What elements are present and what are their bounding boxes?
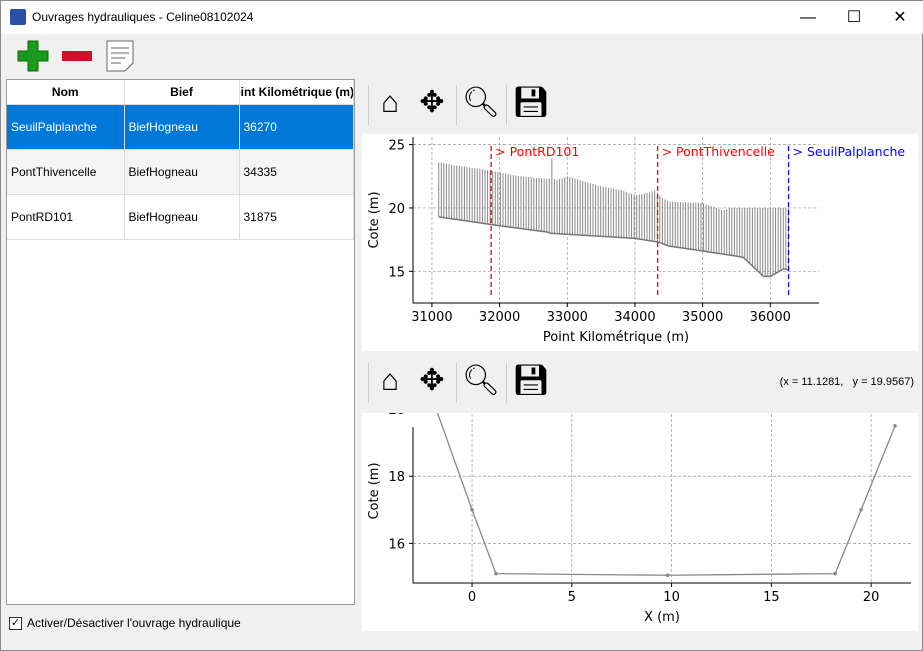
title-bar: Ouvrages hydrauliques - Celine08102024 —…	[1, 1, 923, 34]
cell-pk[interactable]: 36270	[239, 104, 354, 150]
y-tick-label: 20	[388, 413, 405, 418]
x-tick-label: 34000	[614, 310, 655, 325]
checkbox-check-icon[interactable]: ✓	[9, 616, 22, 630]
close-button[interactable]: ✕	[893, 9, 907, 26]
table-row[interactable]: SeuilPalplanche BiefHogneau 36270	[7, 104, 354, 150]
x-axis-label: X (m)	[644, 610, 680, 625]
y-axis-label: Cote (m)	[367, 191, 382, 248]
x-tick-label: 31000	[411, 310, 452, 325]
save-icon[interactable]: 💾︎	[512, 86, 551, 119]
table-row[interactable]: PontThivencelle BiefHogneau 34335	[7, 149, 354, 195]
column-header-nom[interactable]: Nom	[7, 80, 125, 105]
y-tick-label: 15	[388, 265, 405, 280]
home-icon[interactable]: ⌂	[380, 364, 400, 397]
x-tick-label: 0	[468, 590, 476, 605]
profile-plot-toolbar: ⌂ ✥ 🔍︎ 💾︎	[362, 79, 918, 131]
x-tick-label: 10	[663, 590, 680, 605]
move-icon[interactable]: ✥	[419, 364, 445, 397]
zoom-icon[interactable]: 🔍︎	[462, 364, 501, 397]
x-tick-label: 36000	[750, 310, 791, 325]
section-line	[435, 408, 896, 576]
column-header-bief[interactable]: Bief	[124, 80, 240, 105]
cell-nom[interactable]: PontRD101	[7, 194, 125, 240]
cell-bief[interactable]: BiefHogneau	[124, 149, 240, 195]
structure-marker-label: > PontRD101	[495, 144, 579, 159]
cell-bief[interactable]: BiefHogneau	[124, 194, 240, 240]
y-axis-label: Cote (m)	[367, 462, 382, 519]
section-point	[665, 573, 670, 578]
x-tick-label: 32000	[479, 310, 520, 325]
structures-table: Nom Bief Point Kilométrique (m) SeuilPal…	[6, 79, 355, 605]
x-tick-label: 20	[863, 590, 880, 605]
axes-frame	[412, 137, 819, 304]
remove-icon[interactable]	[61, 49, 93, 63]
x-axis-label: Point Kilométrique (m)	[543, 330, 689, 345]
bed-line	[438, 216, 789, 278]
y-tick-label: 16	[388, 537, 405, 552]
add-icon[interactable]	[17, 40, 49, 72]
x-tick-label: 5	[568, 590, 576, 605]
structure-marker-label: > PontThivencelle	[662, 144, 776, 159]
cell-nom[interactable]: SeuilPalplanche	[7, 104, 125, 150]
column-header-pk[interactable]: Point Kilométrique (m)	[239, 80, 354, 105]
document-icon[interactable]	[105, 39, 135, 73]
app-icon	[10, 9, 26, 25]
profile-chart: 31000 32000 33000 34000 35000 36000 15 20 25 Poin…	[367, 137, 906, 345]
main-toolbar	[1, 34, 923, 76]
y-tick-label: 25	[388, 139, 405, 154]
zoom-icon[interactable]: 🔍︎	[462, 86, 501, 119]
maximize-button[interactable]: ☐	[846, 9, 862, 26]
x-tick-label: 35000	[682, 310, 723, 325]
checkbox-label: Activer/Désactiver l'ouvrage hydraulique	[27, 616, 241, 630]
move-icon[interactable]: ✥	[419, 86, 445, 119]
x-tick-label: 33000	[547, 310, 588, 325]
save-icon[interactable]: 💾︎	[512, 364, 551, 397]
cell-pk[interactable]: 34335	[239, 149, 354, 195]
activate-checkbox[interactable]: ✓ Activer/Désactiver l'ouvrage hydrauliq…	[9, 616, 241, 630]
table-header: Nom Bief Point Kilométrique (m)	[7, 80, 354, 105]
section-point	[893, 424, 897, 428]
profile-plot: 31000 32000 33000 34000 35000 36000 15 20 25 Poin…	[362, 134, 918, 351]
section-point	[833, 571, 837, 576]
cell-bief[interactable]: BiefHogneau	[124, 104, 240, 150]
home-icon[interactable]: ⌂	[380, 86, 400, 119]
cell-nom[interactable]: PontThivencelle	[7, 149, 125, 195]
section-plot-toolbar: ⌂ ✥ 🔍︎ 💾︎ (x = 11.1281, y = 19.9567)	[362, 357, 918, 409]
section-point	[859, 508, 863, 512]
y-tick-label: 18	[388, 470, 405, 485]
section-point	[494, 571, 498, 576]
section-point	[470, 508, 474, 512]
window-title: Ouvrages hydrauliques - Celine08102024	[32, 10, 254, 24]
minimize-button[interactable]: —	[800, 9, 816, 26]
structure-marker-label: > SeuilPalplanche	[793, 144, 906, 159]
table-row[interactable]: PontRD101 BiefHogneau 31875	[7, 194, 354, 240]
cell-pk[interactable]: 31875	[239, 194, 354, 240]
axes-frame	[412, 427, 911, 584]
section-chart: 0 5 10 15 20 16 18 20 X (m) Cote (m)	[367, 399, 911, 625]
y-tick-label: 20	[388, 202, 405, 217]
section-plot: 0 5 10 15 20 16 18 20 X (m) Cote (m)	[362, 399, 918, 631]
x-tick-label: 15	[763, 590, 780, 605]
cursor-coordinates: (x = 11.1281, y = 19.9567)	[779, 376, 914, 388]
